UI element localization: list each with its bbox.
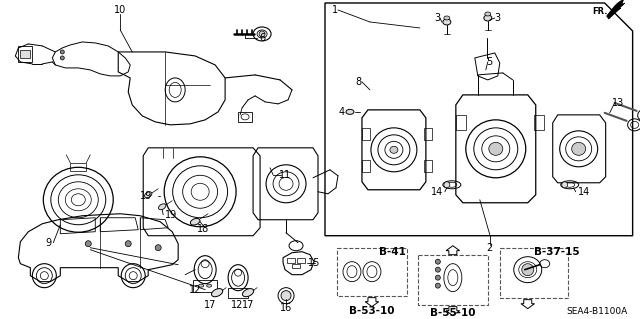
Text: 16: 16: [280, 303, 292, 313]
Text: 19: 19: [165, 210, 177, 220]
Bar: [362, 128, 370, 140]
Ellipse shape: [346, 109, 354, 115]
Ellipse shape: [443, 19, 451, 25]
Bar: [418, 255, 488, 305]
Text: 3: 3: [435, 13, 441, 23]
Circle shape: [60, 56, 64, 60]
Ellipse shape: [198, 284, 204, 287]
Text: 17: 17: [204, 300, 216, 310]
Circle shape: [435, 267, 440, 272]
Circle shape: [435, 259, 440, 264]
Polygon shape: [365, 298, 379, 307]
Bar: [70, 163, 86, 171]
Text: 9: 9: [45, 238, 51, 248]
Ellipse shape: [190, 219, 200, 225]
Text: 10: 10: [114, 5, 126, 15]
Text: 18: 18: [197, 224, 209, 234]
Text: 13: 13: [612, 98, 624, 108]
Circle shape: [155, 245, 161, 251]
Text: 8: 8: [355, 77, 361, 87]
Text: 5: 5: [486, 57, 493, 67]
Circle shape: [60, 50, 64, 54]
Text: SEA4-B1100A: SEA4-B1100A: [566, 307, 628, 316]
Text: FR.: FR.: [592, 7, 607, 17]
Polygon shape: [521, 300, 534, 308]
Circle shape: [522, 264, 534, 276]
Ellipse shape: [159, 204, 166, 210]
Circle shape: [259, 31, 265, 37]
Polygon shape: [446, 246, 460, 255]
Bar: [238, 112, 252, 122]
Bar: [228, 288, 248, 298]
Circle shape: [125, 241, 131, 247]
Bar: [297, 258, 305, 263]
Text: 6: 6: [259, 33, 265, 43]
Polygon shape: [446, 307, 460, 315]
Bar: [287, 258, 295, 263]
Text: B-41: B-41: [380, 247, 406, 257]
Text: 14: 14: [431, 187, 443, 197]
Text: 3: 3: [495, 13, 501, 23]
Circle shape: [85, 241, 92, 247]
Ellipse shape: [211, 289, 223, 297]
Circle shape: [435, 275, 440, 280]
Text: 14: 14: [578, 187, 590, 197]
Bar: [337, 248, 407, 296]
Text: B-37-15: B-37-15: [534, 247, 580, 257]
Circle shape: [562, 182, 568, 188]
Ellipse shape: [444, 16, 450, 20]
Ellipse shape: [390, 146, 398, 153]
Text: 15: 15: [308, 258, 321, 268]
Ellipse shape: [572, 142, 586, 155]
Ellipse shape: [485, 12, 491, 16]
Bar: [424, 160, 432, 172]
Bar: [362, 160, 370, 172]
Ellipse shape: [489, 142, 503, 155]
Text: 11: 11: [279, 170, 291, 180]
Circle shape: [435, 283, 440, 288]
Ellipse shape: [243, 289, 253, 297]
Text: 4: 4: [339, 107, 345, 117]
Polygon shape: [607, 0, 625, 19]
Text: 2: 2: [486, 243, 493, 253]
Text: 12: 12: [231, 300, 243, 310]
Ellipse shape: [484, 15, 492, 21]
Bar: [193, 280, 217, 292]
Text: 1: 1: [332, 5, 338, 15]
Bar: [424, 128, 432, 140]
Bar: [292, 264, 300, 268]
Circle shape: [444, 182, 450, 188]
Circle shape: [281, 291, 291, 300]
Bar: [456, 115, 466, 130]
Bar: [20, 50, 30, 58]
Text: B-55-10: B-55-10: [430, 308, 476, 318]
Bar: [500, 248, 568, 298]
Text: 19: 19: [140, 191, 152, 201]
Text: B-53-10: B-53-10: [349, 306, 395, 315]
Bar: [19, 46, 33, 62]
Text: 17: 17: [242, 300, 254, 310]
Ellipse shape: [207, 284, 212, 287]
Ellipse shape: [145, 192, 152, 198]
Bar: [534, 115, 544, 130]
Text: 12: 12: [189, 285, 202, 295]
